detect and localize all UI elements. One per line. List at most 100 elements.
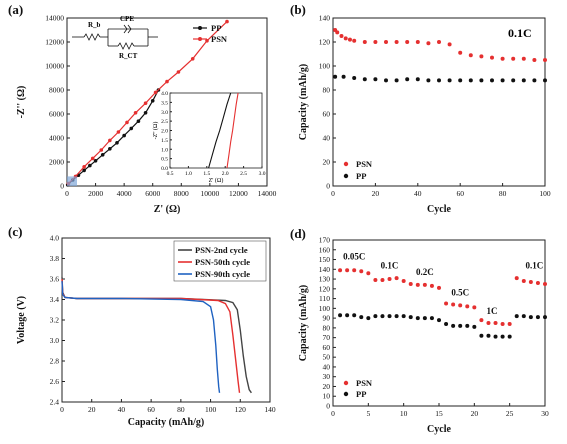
x-axis-label: Capacity (mAh/g): [128, 417, 204, 428]
y-tick-label: 20: [323, 382, 331, 391]
inset-x-axis-label: Z' (Ω): [209, 177, 224, 184]
data-point-psn: [384, 40, 388, 44]
y-axis-label: Capacity (mAh/g): [298, 64, 309, 140]
data-point-psn: [345, 268, 350, 273]
y-tick-label: 150: [319, 255, 331, 264]
rate-label: 0.5C: [451, 288, 469, 298]
legend-label: PSN: [356, 159, 373, 169]
x-tick-label: 100: [205, 405, 217, 414]
data-point-psn: [521, 56, 526, 61]
y-tick-label: 2.8: [50, 357, 60, 366]
x-tick-label: 8000: [174, 189, 189, 198]
x-tick-label: 5: [366, 409, 370, 418]
y-tick-label: 100: [319, 304, 331, 313]
panel-b: 0 20 40 60 80 100 0 20 40 60 80 100 120 140 Cycle Capac…: [290, 2, 551, 215]
data-point-psn: [205, 39, 209, 43]
data-point-psn: [347, 37, 352, 42]
legend-label: PSN-2nd cycle: [195, 245, 248, 255]
resistor-rct-symbol: [117, 42, 135, 50]
inset-y-tick-label: 4.0: [161, 91, 168, 97]
data-point-pp: [521, 314, 526, 319]
rate-label: 0.05C: [343, 252, 365, 262]
inset-x-tick-label: 0.5: [167, 171, 174, 177]
x-axis-label: Z' (Ω): [154, 204, 181, 215]
data-point-pp: [394, 78, 399, 83]
data-point-pp: [415, 77, 420, 82]
legend-label: PSN-50th cycle: [195, 257, 250, 267]
data-point-pp: [465, 323, 470, 328]
panel-label: (b): [290, 2, 306, 17]
data-point-pp: [521, 78, 526, 83]
data-point-pp: [511, 78, 516, 83]
y-tick-label: 2000: [49, 158, 64, 167]
data-point-pp: [362, 77, 367, 82]
data-point-pp: [373, 77, 378, 82]
data-point-pp: [543, 78, 547, 83]
data-point-psn: [447, 42, 452, 47]
data-point-pp: [150, 99, 155, 103]
y-tick-label: 4000: [49, 134, 64, 143]
plot-frame: [66, 17, 268, 187]
data-point-pp: [479, 333, 484, 338]
data-point-psn: [338, 268, 343, 273]
data-point-psn: [535, 280, 540, 285]
y-tick-label: 10: [323, 392, 331, 401]
x-tick-label: 100: [539, 189, 551, 198]
data-point-pp: [387, 314, 392, 319]
inset-y-tick-label: 0.0: [161, 166, 168, 172]
y-tick-label: 0: [326, 182, 330, 191]
data-point-pp: [401, 314, 406, 319]
data-point-psn: [458, 303, 463, 308]
data-point-pp: [437, 78, 441, 83]
data-point-pp: [333, 74, 338, 79]
y-tick-label: 130: [319, 275, 331, 284]
data-point-psn: [451, 302, 456, 307]
data-point-psn: [387, 277, 392, 282]
legend-marker: [343, 161, 349, 167]
inset-y-tick-label: 1.0: [161, 147, 168, 153]
data-point-psn: [486, 321, 491, 325]
data-point-pp: [143, 111, 148, 115]
y-tick-label: 2.6: [50, 377, 60, 386]
data-point-pp: [88, 163, 92, 168]
data-point-pp: [447, 78, 452, 83]
y-tick-label: 90: [323, 314, 331, 323]
y-tick-label: 10000: [45, 62, 64, 71]
data-point-pp: [122, 133, 126, 138]
data-point-psn: [507, 321, 512, 326]
data-point-psn: [426, 41, 431, 46]
data-point-pp: [493, 334, 498, 339]
y-tick-label: 4.0: [50, 234, 60, 243]
data-point-psn: [465, 304, 470, 309]
data-point-psn: [190, 57, 195, 61]
panel-label: (c): [8, 224, 22, 239]
legend-label: PSN-90th cycle: [195, 269, 250, 279]
x-tick-label: 120: [235, 405, 247, 414]
data-point-psn: [437, 40, 441, 44]
data-point-pp: [373, 314, 378, 319]
data-point-pp: [479, 78, 484, 83]
data-point-psn: [99, 148, 104, 152]
y-axis-label: Capacity (mAh/g): [298, 285, 309, 361]
rate-label: 0.2C: [416, 267, 434, 277]
data-point-pp: [366, 316, 371, 321]
data-point-psn: [500, 321, 505, 326]
plot-frame: [332, 17, 546, 187]
inset-y-tick-label: 1.5: [161, 138, 168, 144]
data-point-pp: [345, 313, 350, 318]
data-point-psn: [125, 120, 129, 125]
inset-y-axis-label: -Z'' (Ω): [152, 122, 159, 140]
data-point-psn: [528, 279, 533, 284]
series-line: [61, 278, 241, 393]
legend-marker: [198, 26, 202, 30]
y-tick-label: 120: [319, 38, 331, 47]
data-point-psn: [521, 279, 526, 284]
x-axis-label: Cycle: [427, 204, 451, 215]
y-tick-label: 160: [319, 245, 331, 254]
rate-label: 0.1C: [526, 260, 544, 270]
inset-y-tick-label: 3.5: [161, 100, 168, 106]
y-tick-label: 80: [323, 86, 331, 95]
data-point-pp: [108, 147, 112, 151]
data-point-psn: [366, 271, 371, 276]
rate-label: 1C: [487, 306, 498, 316]
